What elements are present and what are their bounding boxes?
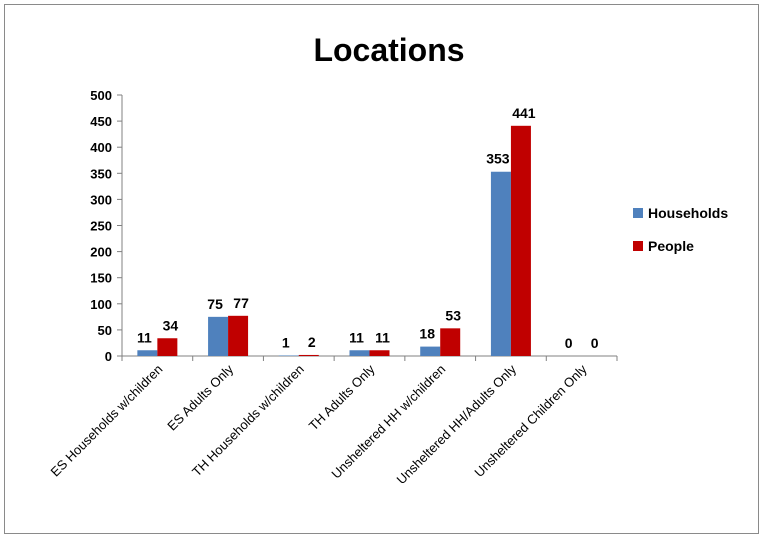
data-label: 75 — [207, 296, 223, 312]
bar-people — [510, 125, 531, 356]
y-tick-label: 350 — [90, 166, 112, 181]
bar-households — [490, 171, 511, 356]
y-tick-label: 200 — [90, 245, 112, 260]
data-label: 1 — [282, 334, 290, 350]
y-tick-label: 300 — [90, 192, 112, 207]
bar-households — [349, 350, 370, 356]
data-label: 18 — [419, 326, 435, 342]
bar-people — [228, 315, 249, 356]
bar-people — [298, 354, 319, 356]
y-tick-label: 250 — [90, 219, 112, 234]
category-label: Unsheltered Children Only — [471, 361, 590, 480]
legend-swatch-people — [633, 241, 643, 251]
y-tick-label: 400 — [90, 140, 112, 155]
category-label: ES Households w/children — [48, 362, 166, 480]
data-label: 2 — [308, 334, 316, 350]
chart-title: Locations — [313, 32, 464, 68]
y-tick-label: 450 — [90, 114, 112, 129]
data-label: 77 — [233, 295, 249, 311]
bar-chart: Locations 050100150200250300350400450500… — [48, 32, 729, 487]
bar-people — [440, 328, 461, 356]
bar-people — [369, 350, 390, 356]
bar-households — [420, 346, 441, 356]
category-label: Unsheltered HH/Adults Only — [393, 361, 519, 487]
legend-label-people: People — [648, 238, 694, 254]
bar-people — [157, 338, 178, 356]
data-label: 441 — [512, 105, 536, 121]
legend-label-households: Households — [648, 205, 728, 221]
data-label: 353 — [486, 151, 510, 167]
data-label: 34 — [163, 317, 179, 333]
y-tick-label: 50 — [98, 323, 112, 338]
data-label: 0 — [565, 335, 573, 351]
category-label: TH Adults Only — [306, 361, 378, 433]
y-tick-label: 500 — [90, 88, 112, 103]
category-label: ES Adults Only — [164, 361, 236, 433]
category-label: Unsheltered HH w/children — [328, 362, 448, 482]
data-label: 11 — [375, 329, 390, 345]
bar-households — [208, 316, 229, 356]
y-tick-label: 150 — [90, 271, 112, 286]
bar-households — [278, 355, 299, 356]
data-label: 0 — [591, 335, 599, 351]
data-label: 53 — [445, 307, 461, 323]
y-tick-label: 100 — [90, 297, 112, 312]
data-label: 11 — [349, 329, 364, 345]
bar-households — [137, 350, 158, 356]
chart-frame: Locations 0 50 100 150 200 250 300 350 400 450 500… — [4, 4, 759, 534]
data-label: 11 — [137, 329, 152, 345]
y-tick-label: 0 — [105, 349, 112, 364]
legend-swatch-households — [633, 208, 643, 218]
legend: Households People — [633, 205, 728, 254]
